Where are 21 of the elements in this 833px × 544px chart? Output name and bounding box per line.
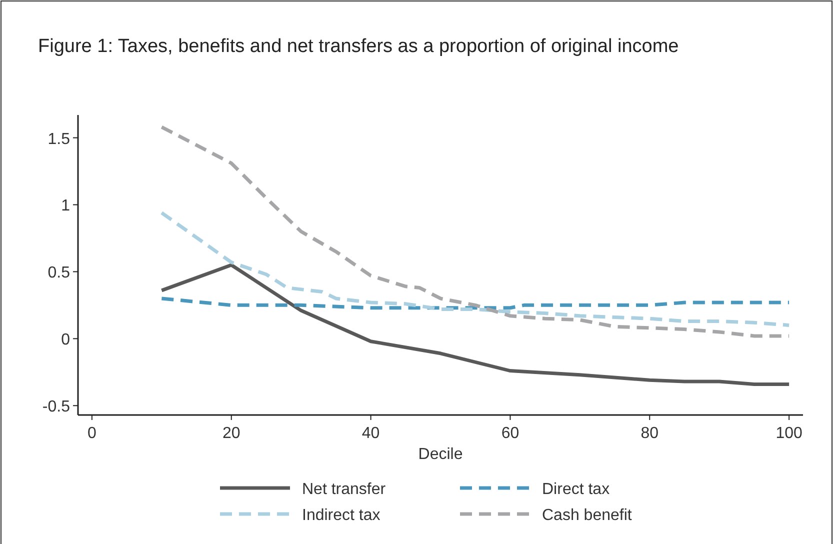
line-series xyxy=(160,125,791,338)
line-series xyxy=(160,211,791,328)
y-tick-label: 1.5 xyxy=(48,130,70,148)
line-series xyxy=(160,263,791,386)
legend-label: Net transfer xyxy=(302,481,386,498)
x-tick-label: 40 xyxy=(362,425,380,442)
x-tick-label: 20 xyxy=(222,425,240,442)
chart-title: Figure 1: Taxes, benefits and net transfers as a proportion of original income xyxy=(38,36,679,57)
x-tick-label: 80 xyxy=(640,425,659,442)
y-tick-label: 1 xyxy=(61,198,70,215)
x-axis-title: Decile xyxy=(418,446,463,463)
y-tick-label: 0 xyxy=(61,332,70,349)
y-tick-label: 0.5 xyxy=(48,264,70,282)
x-tick-label: 100 xyxy=(776,425,803,442)
y-tick-label: -0.5 xyxy=(42,398,70,416)
line-series xyxy=(160,296,791,310)
legend-label: Indirect tax xyxy=(302,507,380,524)
legend-label: Direct tax xyxy=(542,481,610,498)
x-tick-label: 0 xyxy=(87,425,96,442)
x-tick-label: 60 xyxy=(501,425,520,442)
legend-label: Cash benefit xyxy=(542,507,632,524)
